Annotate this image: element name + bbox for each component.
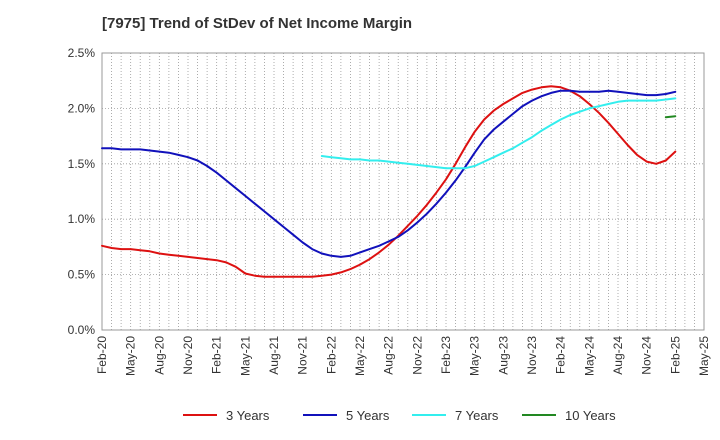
legend-label: 10 Years: [565, 407, 616, 423]
axes: [101, 52, 705, 331]
x-tick-label: May-24: [582, 336, 596, 376]
x-tick-label: Feb-24: [554, 336, 568, 374]
legend-item-10-years: 10 Years: [522, 405, 616, 425]
x-tick-label: May-21: [238, 336, 252, 376]
x-tick-label: Feb-21: [210, 336, 224, 374]
x-tick-label: Feb-22: [324, 336, 338, 374]
chart-title: [7975] Trend of StDev of Net Income Marg…: [102, 15, 413, 32]
y-axis-ticks: 0.0% 0.5% 1.0% 1.5% 2.0% 2.5%: [68, 46, 96, 337]
x-tick-label: Aug-23: [496, 336, 510, 375]
x-tick-label: Aug-24: [611, 336, 625, 375]
legend-swatch: [183, 414, 217, 416]
series-lines: [101, 85, 677, 278]
y-tick-label: 0.5%: [68, 268, 96, 282]
x-tick-label: Nov-23: [525, 336, 539, 375]
x-tick-label: May-20: [124, 336, 138, 376]
y-tick-label: 0.0%: [68, 323, 96, 337]
x-axis-ticks: Feb-20 May-20 Aug-20 Nov-20 Feb-21 May-21 Aug-…: [95, 336, 711, 376]
legend-label: 3 Years: [226, 407, 270, 423]
y-tick-label: 1.0%: [68, 212, 96, 226]
x-tick-label: May-22: [353, 336, 367, 376]
legend-item-5-years: 5 Years: [303, 405, 389, 425]
y-tick-label: 1.5%: [68, 157, 96, 171]
legend-item-7-years: 7 Years: [412, 405, 498, 425]
x-tick-label: Feb-23: [439, 336, 453, 374]
x-tick-label: Aug-20: [152, 336, 166, 375]
x-tick-label: Feb-20: [95, 336, 109, 374]
x-tick-label: Aug-22: [382, 336, 396, 375]
legend-swatch: [303, 414, 337, 416]
x-tick-label: May-25: [697, 336, 711, 376]
series-line-5-years: [101, 89, 677, 258]
legend-swatch: [412, 414, 446, 416]
x-tick-label: Nov-24: [640, 336, 654, 375]
series-line-10-years: [664, 115, 677, 119]
x-tick-label: May-23: [468, 336, 482, 376]
legend-label: 5 Years: [346, 407, 390, 423]
series-line-7-years: [320, 97, 677, 170]
legend-item-3-years: 3 Years: [183, 405, 269, 425]
x-tick-label: Nov-21: [296, 336, 310, 375]
y-tick-label: 2.5%: [68, 46, 96, 60]
x-tick-label: Aug-21: [267, 336, 281, 375]
x-tick-label: Nov-22: [410, 336, 424, 375]
legend-swatch: [522, 414, 556, 416]
legend-label: 7 Years: [455, 407, 499, 423]
y-tick-label: 2.0%: [68, 101, 96, 115]
grid-lines: [102, 52, 704, 330]
x-tick-label: Nov-20: [181, 336, 195, 375]
x-tick-label: Feb-25: [668, 336, 682, 374]
plot-frame: [101, 52, 705, 331]
legend: 3 Years 5 Years 7 Years 10 Years: [0, 405, 720, 427]
series-line-3-years: [101, 85, 677, 278]
